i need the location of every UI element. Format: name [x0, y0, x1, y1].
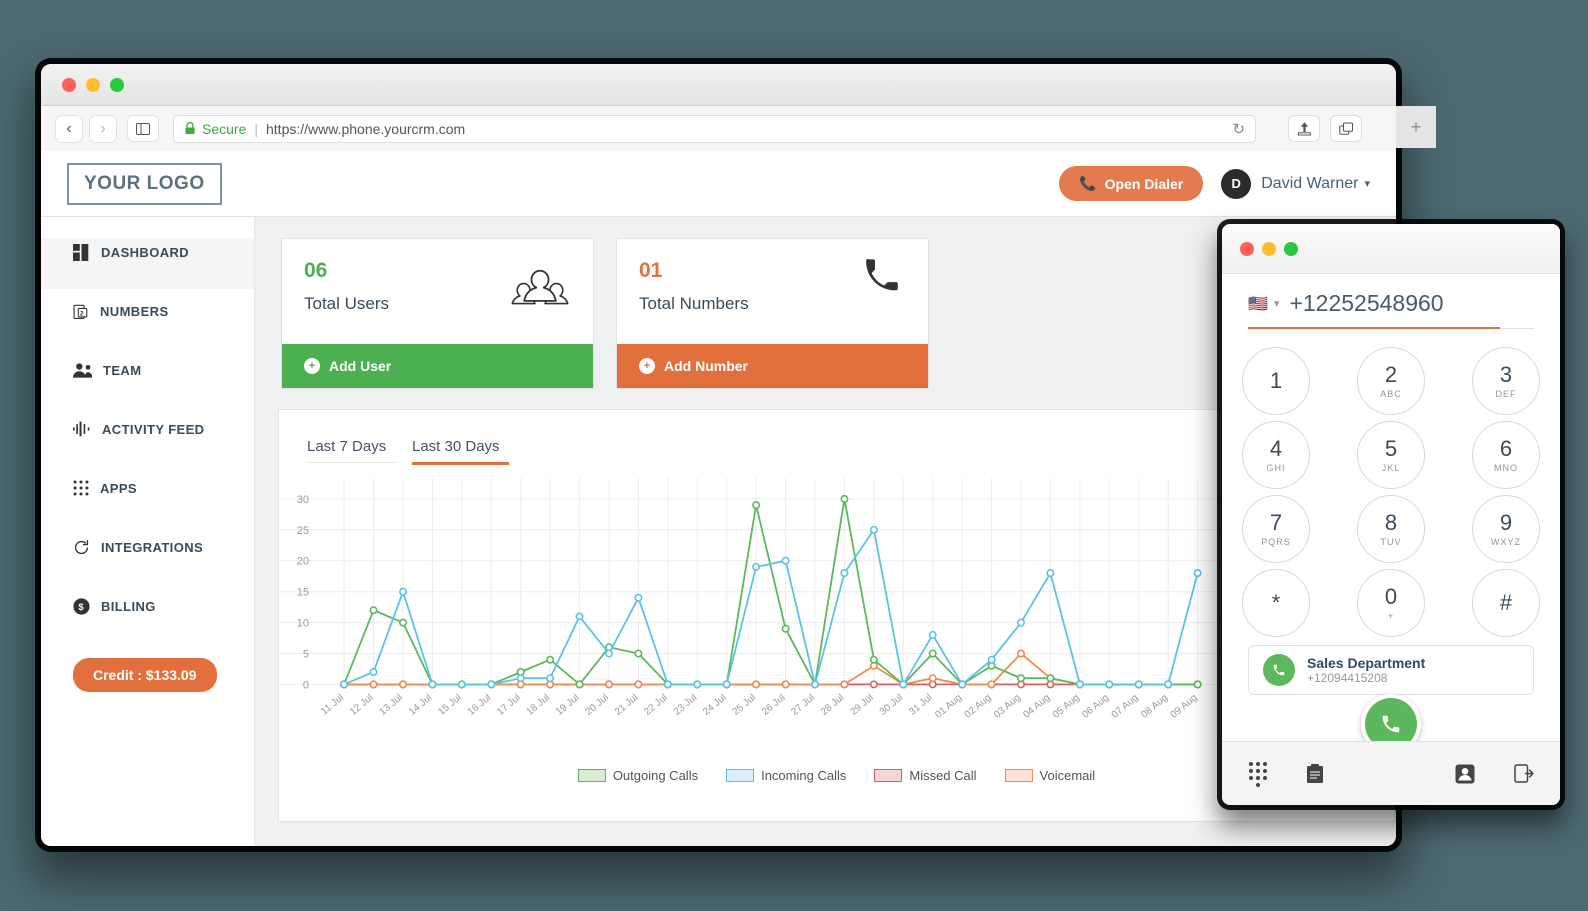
svg-text:07 Aug: 07 Aug: [1110, 692, 1141, 720]
svg-text:25 Jul: 25 Jul: [731, 692, 759, 718]
svg-text:09 Aug: 09 Aug: [1169, 692, 1200, 720]
svg-text:19 Jul: 19 Jul: [554, 692, 582, 718]
svg-text:30: 30: [297, 494, 309, 506]
svg-text:23 Jul: 23 Jul: [672, 692, 700, 718]
svg-text:31 Jul: 31 Jul: [907, 692, 935, 718]
svg-text:28 Jul: 28 Jul: [819, 692, 847, 718]
svg-text:14 Jul: 14 Jul: [407, 692, 435, 718]
svg-text:11 Jul: 11 Jul: [319, 692, 346, 717]
svg-text:18 Jul: 18 Jul: [525, 692, 553, 718]
svg-text:5: 5: [303, 649, 309, 661]
svg-text:12 Jul: 12 Jul: [348, 692, 376, 718]
svg-text:24 Jul: 24 Jul: [701, 692, 729, 718]
svg-text:03 Aug: 03 Aug: [992, 692, 1023, 720]
svg-text:27 Jul: 27 Jul: [789, 692, 817, 718]
svg-text:25: 25: [297, 525, 309, 537]
svg-text:21 Jul: 21 Jul: [613, 692, 641, 718]
svg-text:01 Aug: 01 Aug: [933, 692, 964, 720]
svg-text:08 Aug: 08 Aug: [1139, 692, 1170, 720]
svg-text:02 Aug: 02 Aug: [963, 692, 994, 720]
svg-text:26 Jul: 26 Jul: [760, 692, 788, 718]
svg-text:10: 10: [297, 618, 309, 630]
svg-text:05 Aug: 05 Aug: [1051, 692, 1082, 720]
svg-text:0: 0: [303, 679, 309, 691]
svg-text:20 Jul: 20 Jul: [583, 692, 611, 718]
svg-text:17 Jul: 17 Jul: [495, 692, 523, 718]
svg-text:$: $: [78, 602, 84, 612]
svg-text:06 Aug: 06 Aug: [1080, 692, 1111, 720]
svg-text:20: 20: [297, 556, 309, 568]
svg-text:22 Jul: 22 Jul: [642, 692, 670, 718]
svg-text:13 Jul: 13 Jul: [377, 692, 405, 718]
svg-text:30 Jul: 30 Jul: [878, 692, 906, 718]
svg-text:29 Jul: 29 Jul: [848, 692, 876, 718]
svg-text:16 Jul: 16 Jul: [466, 692, 494, 718]
svg-text:04 Aug: 04 Aug: [1021, 692, 1052, 720]
svg-text:2: 2: [80, 310, 84, 317]
svg-text:15 Jul: 15 Jul: [436, 692, 464, 718]
svg-text:15: 15: [297, 587, 309, 599]
